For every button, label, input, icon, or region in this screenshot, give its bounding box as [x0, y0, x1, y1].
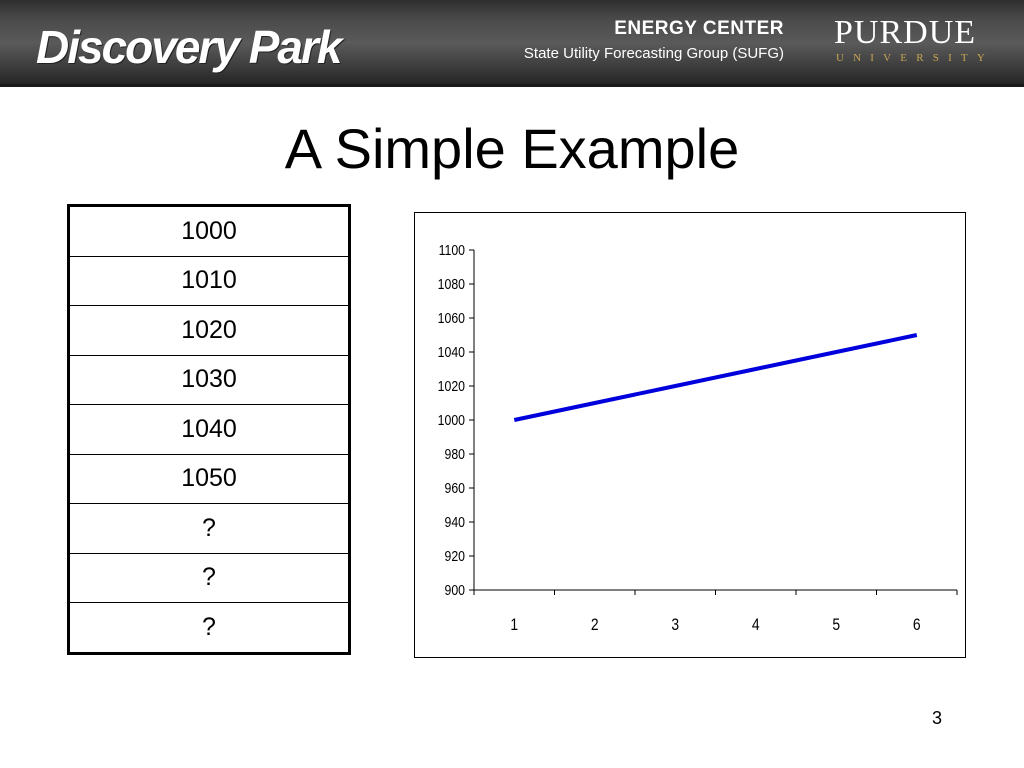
table-row: ? [68, 552, 350, 603]
page-number: 3 [931, 708, 942, 728]
table-row: 1000 [68, 205, 350, 257]
table-cell: ? [68, 503, 350, 554]
table-row: ? [68, 503, 350, 554]
chart-frame: 900 920 940 960 980 1000 1020 1040 1060 1080 1100 1… [414, 212, 966, 658]
table-row: 1030 [68, 354, 350, 405]
table-cell: 1010 [68, 255, 350, 306]
header-banner: Discovery Park ENERGY CENTER State Utili… [0, 0, 1024, 86]
x-tick-label: 6 [913, 616, 921, 635]
series-line [513, 333, 918, 422]
y-tick-label: 1100 [439, 242, 466, 258]
table-cell: 1030 [68, 354, 350, 405]
y-tick-label: 1040 [438, 344, 466, 360]
table-cell: 1000 [68, 205, 350, 257]
y-tick-label: 1080 [438, 276, 466, 292]
energy-center-title: ENERGY CENTER [614, 18, 784, 39]
line-chart: 900 920 940 960 980 1000 1020 1040 1060 1080 1100 1… [438, 242, 958, 635]
table-row: 1040 [68, 404, 350, 455]
table-cell: ? [68, 602, 350, 654]
y-tick-label: 980 [444, 446, 465, 462]
table-row: 1050 [68, 453, 350, 504]
y-tick-label: 940 [444, 514, 465, 530]
table-row: 1020 [68, 305, 350, 356]
y-tick-label: 1020 [438, 378, 466, 394]
x-tick-label: 1 [510, 616, 518, 635]
discovery-park-logo: Discovery Park [36, 14, 346, 73]
x-tick-label: 4 [752, 616, 760, 635]
x-tick-label: 3 [671, 616, 679, 635]
slide-title: A Simple Example [284, 117, 740, 180]
banner-divider [0, 84, 1024, 87]
x-tick-label: 2 [591, 616, 599, 635]
table-row: 1010 [68, 255, 350, 306]
discovery-park-logo-text: Discovery Park [36, 21, 342, 73]
purdue-logo: PURDUE UNIVERSITY [832, 14, 992, 70]
y-tick-label: 1060 [438, 310, 466, 326]
y-tick-label: 960 [444, 480, 465, 496]
table-cell: ? [68, 552, 350, 603]
y-tick-label: 1000 [438, 412, 466, 428]
table-cell: 1040 [68, 404, 350, 455]
y-tick-label: 900 [444, 582, 465, 598]
table-row: ? [68, 602, 350, 654]
table-cell: 1020 [68, 305, 350, 356]
values-table: 1000 1010 1020 1030 1040 1050 ? ? ? [67, 204, 351, 655]
sufg-subtitle: State Utility Forecasting Group (SUFG) [523, 45, 784, 62]
y-tick-label: 920 [444, 548, 465, 564]
purdue-logo-subtitle: UNIVERSITY [836, 52, 994, 64]
purdue-logo-name: PURDUE [834, 14, 977, 51]
table-cell: 1050 [68, 453, 350, 504]
x-tick-label: 5 [832, 616, 840, 635]
